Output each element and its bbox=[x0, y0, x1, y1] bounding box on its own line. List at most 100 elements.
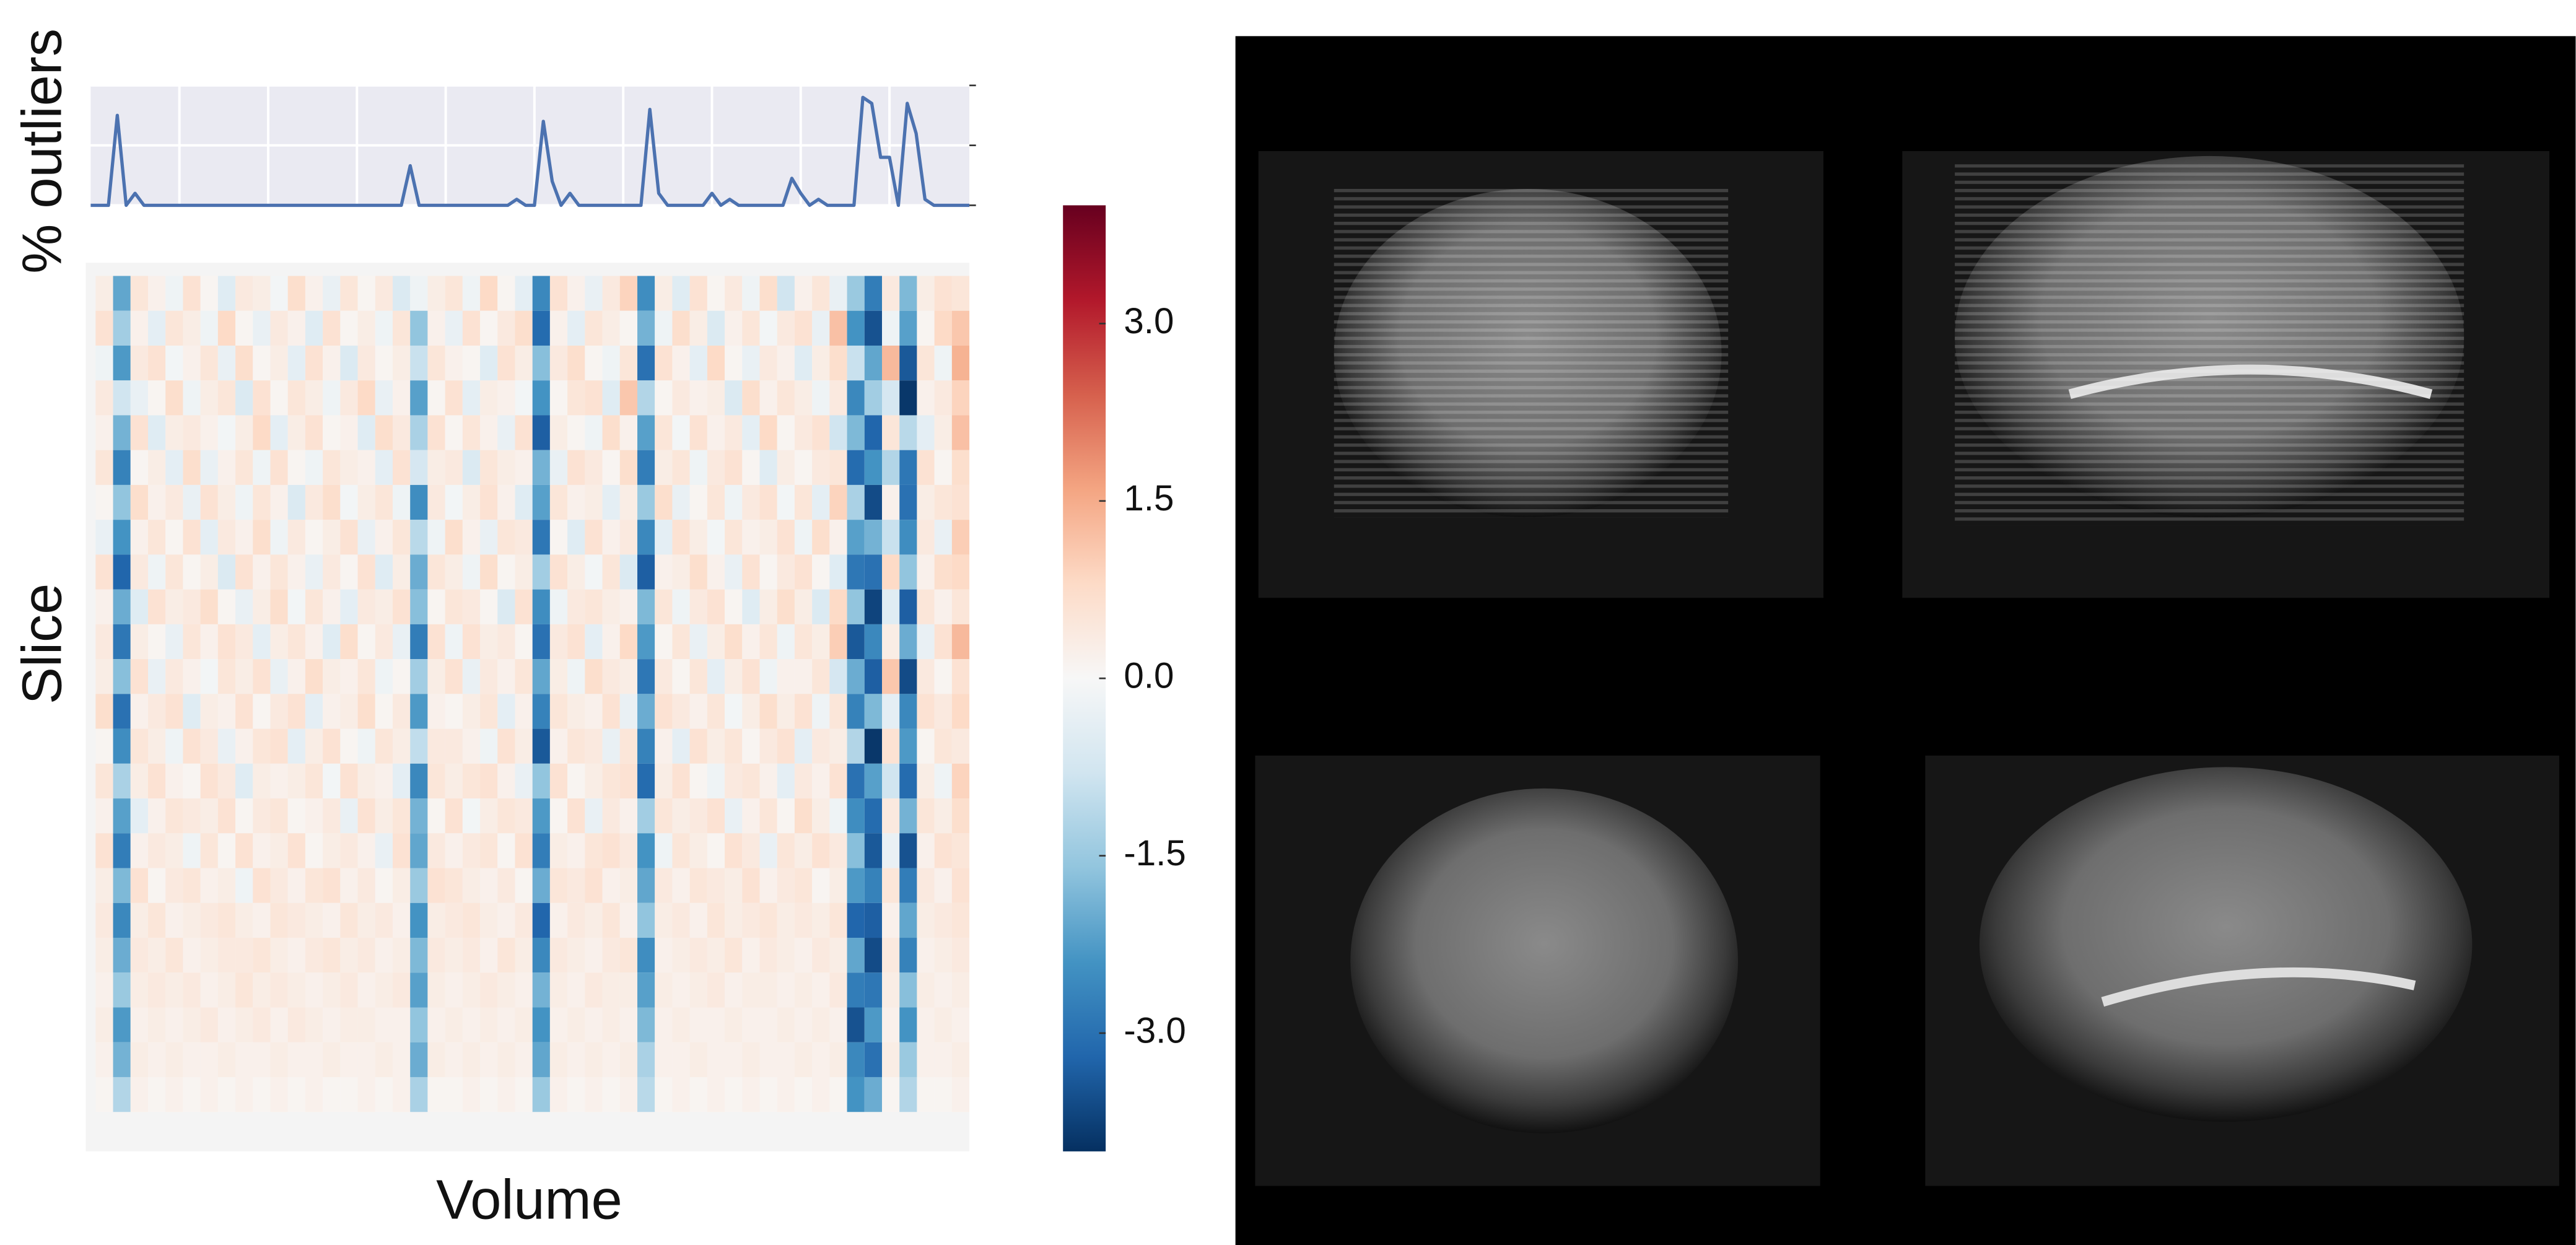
heatmap-cell bbox=[794, 902, 813, 938]
heatmap-cell bbox=[567, 520, 585, 555]
heatmap-cell bbox=[357, 450, 375, 485]
heatmap-cell bbox=[725, 589, 743, 624]
heatmap-cell bbox=[899, 624, 917, 660]
heatmap-cell bbox=[689, 450, 707, 485]
heatmap-cell bbox=[305, 450, 323, 485]
heatmap-cell bbox=[567, 554, 585, 590]
heatmap-cell bbox=[917, 1042, 935, 1077]
heatmap-cell bbox=[410, 345, 428, 381]
heatmap-cell bbox=[392, 380, 411, 416]
heatmap-cell bbox=[253, 484, 271, 520]
heatmap-cell bbox=[759, 1007, 777, 1042]
heatmap-cell bbox=[532, 763, 550, 799]
heatmap-cell bbox=[707, 694, 725, 729]
heatmap-cell bbox=[235, 589, 253, 624]
heatmap-cell bbox=[340, 345, 358, 381]
heatmap-cell bbox=[270, 1077, 288, 1112]
heatmap-cell bbox=[270, 833, 288, 868]
heatmap-cell bbox=[375, 972, 393, 1008]
heatmap-cell bbox=[934, 798, 952, 834]
heatmap-cell bbox=[287, 694, 305, 729]
heatmap-cell bbox=[253, 728, 271, 764]
heatmap-cell bbox=[829, 902, 847, 938]
heatmap-cell bbox=[951, 345, 970, 381]
heatmap-cell bbox=[881, 972, 900, 1008]
heatmap-cell bbox=[130, 520, 148, 555]
heatmap-cell bbox=[217, 868, 236, 903]
heatmap-cell bbox=[305, 1007, 323, 1042]
heatmap-cell bbox=[934, 520, 952, 555]
heatmap-cell bbox=[200, 624, 218, 660]
heatmap-cell bbox=[532, 972, 550, 1008]
heatmap-cell bbox=[480, 1042, 498, 1077]
heatmap-cell bbox=[235, 972, 253, 1008]
heatmap-cell bbox=[113, 1042, 131, 1077]
heatmap-cell bbox=[165, 728, 183, 764]
heatmap-cell bbox=[305, 589, 323, 624]
heatmap-cell bbox=[585, 694, 603, 729]
heatmap-cell bbox=[427, 1007, 445, 1042]
heatmap-cell bbox=[147, 659, 166, 694]
heatmap-cell bbox=[672, 310, 690, 346]
heatmap-cell bbox=[392, 694, 411, 729]
heatmap-cell bbox=[689, 972, 707, 1008]
heatmap-cell bbox=[357, 1007, 375, 1042]
heatmap-cell bbox=[725, 310, 743, 346]
heatmap-cell bbox=[585, 833, 603, 868]
heatmap-cell bbox=[602, 868, 620, 903]
heatmap-cell bbox=[951, 276, 970, 311]
heatmap-cell bbox=[515, 694, 533, 729]
heatmap-cell bbox=[829, 1042, 847, 1077]
heatmap-cell bbox=[217, 450, 236, 485]
heatmap-cell bbox=[515, 520, 533, 555]
heatmap-cell bbox=[497, 345, 515, 381]
colorbar-tick-label: -1.5 bbox=[1124, 833, 1186, 873]
heatmap-cell bbox=[410, 1007, 428, 1042]
heatmap-cell bbox=[340, 1077, 358, 1112]
heatmap-cell bbox=[147, 728, 166, 764]
heatmap-cell bbox=[183, 902, 201, 938]
heatmap-cell bbox=[881, 520, 900, 555]
heatmap-cell bbox=[253, 624, 271, 660]
heatmap-cell bbox=[619, 798, 637, 834]
heatmap-cell bbox=[549, 659, 568, 694]
heatmap-cell bbox=[707, 659, 725, 694]
heatmap-cell bbox=[549, 520, 568, 555]
heatmap-cell bbox=[427, 484, 445, 520]
heatmap-cell bbox=[462, 763, 481, 799]
heatmap-cell bbox=[585, 902, 603, 938]
heatmap-cell bbox=[951, 1042, 970, 1077]
heatmap-cell bbox=[777, 1042, 795, 1077]
heatmap-cell bbox=[480, 345, 498, 381]
heatmap-cell bbox=[864, 624, 882, 660]
heatmap-cell bbox=[95, 659, 113, 694]
heatmap-cell bbox=[637, 728, 655, 764]
heatmap-cell bbox=[707, 902, 725, 938]
heatmap-cell bbox=[847, 450, 865, 485]
heatmap-cell bbox=[130, 415, 148, 450]
heatmap-cell bbox=[113, 1007, 131, 1042]
heatmap-cell bbox=[742, 310, 760, 346]
heatmap-cell bbox=[637, 415, 655, 450]
heatmap-cell bbox=[200, 380, 218, 416]
heatmap-cell bbox=[392, 763, 411, 799]
heatmap-cell bbox=[794, 728, 813, 764]
heatmap-cell bbox=[147, 902, 166, 938]
heatmap-cell bbox=[532, 833, 550, 868]
heatmap-cell bbox=[357, 659, 375, 694]
heatmap-cell bbox=[375, 484, 393, 520]
heatmap-cell bbox=[567, 415, 585, 450]
heatmap-cell bbox=[759, 938, 777, 973]
heatmap-cell bbox=[113, 380, 131, 416]
heatmap-cell bbox=[794, 1077, 813, 1112]
heatmap-cell bbox=[549, 450, 568, 485]
heatmap-cell bbox=[899, 380, 917, 416]
heatmap-cell bbox=[95, 450, 113, 485]
heatmap-cell bbox=[864, 938, 882, 973]
heatmap-cell bbox=[147, 415, 166, 450]
heatmap-cell bbox=[323, 450, 341, 485]
heatmap-cell bbox=[707, 1007, 725, 1042]
heatmap-cell bbox=[829, 554, 847, 590]
heatmap-cell bbox=[707, 833, 725, 868]
heatmap-cell bbox=[742, 694, 760, 729]
